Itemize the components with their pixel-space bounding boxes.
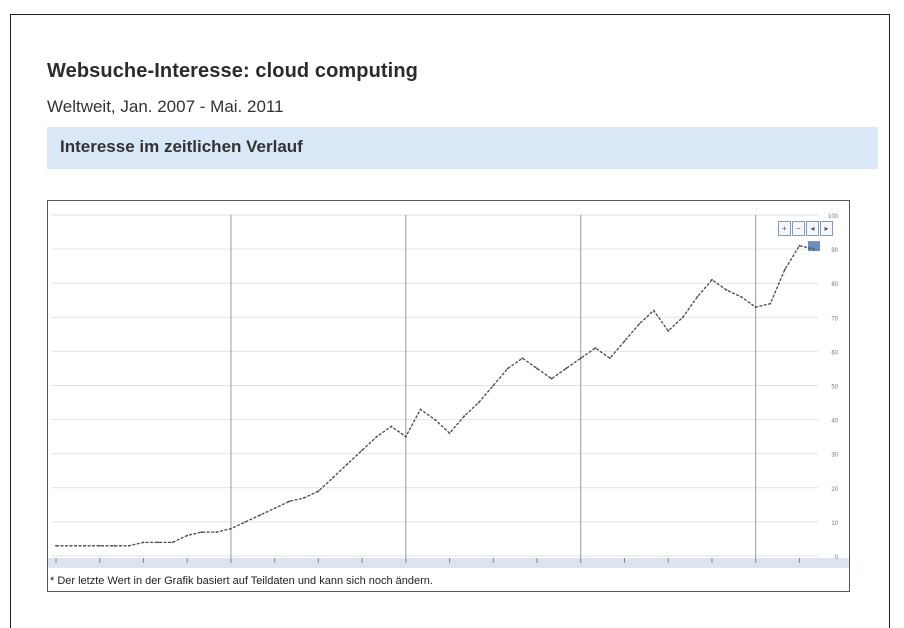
section-title: Interesse im zeitlichen Verlauf	[60, 137, 303, 156]
data-point	[521, 357, 524, 360]
data-point	[492, 384, 495, 387]
data-point	[98, 544, 101, 547]
page-subtitle: Weltweit, Jan. 2007 - Mai. 2011	[47, 97, 284, 116]
y-tick-label: 10	[831, 521, 838, 527]
data-point	[477, 401, 480, 404]
data-point	[375, 435, 378, 438]
data-point	[681, 316, 684, 319]
data-point	[230, 527, 232, 530]
data-point	[448, 432, 451, 435]
data-point	[623, 340, 626, 343]
data-point	[769, 302, 772, 305]
data-point	[55, 544, 57, 547]
y-tick-label: 90	[831, 248, 838, 254]
data-point	[463, 415, 466, 418]
data-point	[215, 531, 218, 534]
chart-controls[interactable]: + − ◂ ▸	[778, 221, 848, 247]
data-point	[171, 541, 174, 544]
y-tick-label: 0	[835, 555, 839, 561]
page-title: Websuche-Interesse: cloud computing	[47, 60, 418, 82]
data-point	[798, 244, 801, 247]
data-point	[536, 367, 538, 370]
data-point	[740, 295, 743, 298]
data-point	[565, 367, 568, 370]
data-point	[113, 544, 116, 547]
data-point	[419, 408, 422, 411]
data-point	[390, 425, 393, 428]
section-header: Interesse im zeitlichen Verlauf	[47, 127, 878, 169]
data-point	[434, 418, 436, 421]
last-value-marker	[808, 241, 820, 252]
y-tick-label: 60	[831, 350, 838, 356]
reset-icon[interactable]: ▸	[820, 221, 833, 236]
data-point	[317, 490, 320, 493]
zoom-in-icon[interactable]: +	[778, 221, 791, 236]
data-point	[667, 330, 670, 332]
y-tick-label: 80	[831, 282, 838, 288]
data-point	[783, 268, 786, 271]
page-frame	[10, 14, 890, 628]
data-point	[142, 541, 145, 544]
data-point	[127, 544, 130, 547]
data-point	[550, 377, 553, 380]
data-point	[638, 323, 640, 326]
chart-footnote: * Der letzte Wert in der Grafik basiert …	[50, 575, 433, 587]
data-point	[84, 544, 87, 547]
data-point	[506, 367, 509, 370]
data-point	[244, 521, 247, 523]
data-point	[200, 531, 203, 534]
y-tick-label: 100	[828, 214, 839, 220]
y-tick-label: 30	[831, 453, 838, 459]
pan-icon[interactable]: ◂	[806, 221, 819, 236]
data-point	[157, 541, 159, 544]
data-point	[259, 514, 261, 516]
data-point	[332, 476, 334, 479]
data-point	[594, 347, 597, 349]
data-point	[186, 534, 189, 537]
data-point	[579, 357, 582, 360]
data-point	[813, 248, 815, 250]
y-tick-label: 20	[831, 487, 838, 493]
data-point	[754, 306, 757, 308]
series-line	[56, 244, 815, 547]
x-axis-band	[48, 558, 849, 568]
data-point	[346, 463, 349, 465]
chart-canvas: 0 10 20 30 40 50 60 70 80 90 100	[48, 214, 849, 568]
data-point	[609, 357, 611, 360]
y-tick-label: 50	[831, 385, 838, 391]
data-point	[404, 435, 407, 438]
data-point	[696, 295, 699, 298]
y-tick-label: 70	[831, 316, 838, 322]
trend-chart: 0 10 20 30 40 50 60 70 80 90 100 + − ◂ ▸ * Der let…	[47, 200, 850, 592]
y-tick-label: 40	[831, 419, 838, 425]
data-point	[711, 278, 713, 281]
data-point	[302, 497, 305, 499]
data-point	[288, 500, 291, 503]
data-point	[69, 544, 72, 547]
data-point	[652, 309, 655, 312]
data-point	[725, 289, 728, 291]
data-point	[361, 449, 364, 452]
zoom-out-icon[interactable]: −	[792, 221, 805, 236]
data-point	[273, 507, 276, 510]
